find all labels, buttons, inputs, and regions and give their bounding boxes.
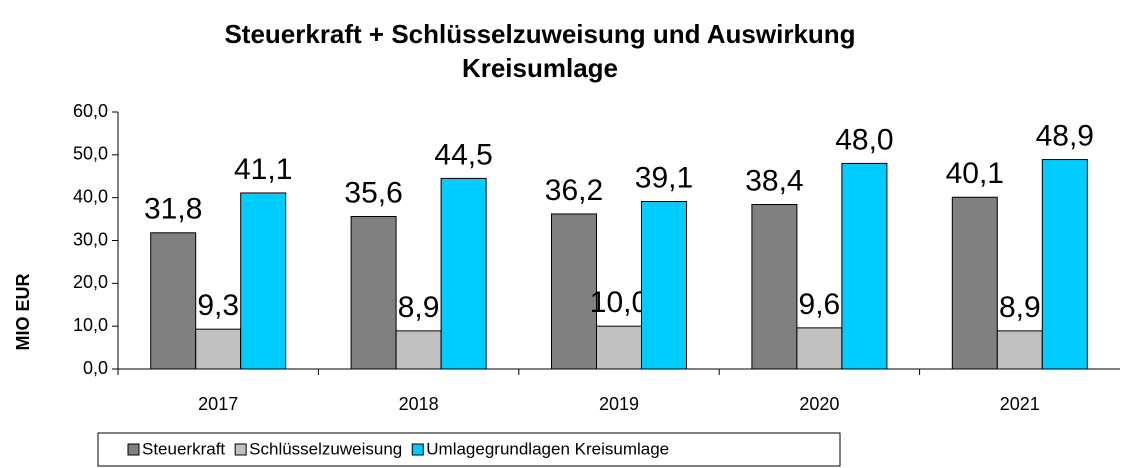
bar (150, 232, 197, 370)
x-tick-label: 2018 (399, 394, 439, 414)
x-tick-label: 2017 (198, 394, 238, 414)
bar (1041, 159, 1088, 370)
data-label: 35,6 (344, 176, 402, 209)
data-label: 38,4 (745, 164, 803, 197)
data-label: 31,8 (144, 193, 202, 226)
bar (841, 162, 888, 370)
bar (440, 177, 487, 370)
bar (395, 330, 442, 370)
legend-box (97, 432, 841, 467)
data-label: 48,9 (1036, 119, 1094, 152)
bar (551, 213, 597, 370)
title-line: Kreisumlage (462, 53, 618, 83)
data-label: 39,1 (635, 161, 693, 194)
y-axis-label: MIO EUR (13, 273, 33, 350)
bar (596, 325, 642, 370)
bar (195, 328, 242, 370)
bar (996, 330, 1043, 370)
data-label: 8,9 (398, 291, 440, 324)
bar (796, 327, 843, 370)
y-tick-label: 40,0 (73, 186, 108, 206)
data-label: 9,3 (197, 289, 239, 322)
y-tick-label: 30,0 (73, 229, 108, 249)
bar (641, 201, 687, 370)
data-label: 10,0 (590, 286, 648, 319)
legend-marker (411, 443, 424, 456)
title-line: Steuerkraft + Schlüsselzuweisung und Aus… (224, 19, 855, 49)
bar (350, 216, 397, 370)
data-label: 40,1 (946, 157, 1004, 190)
y-tick-label: 50,0 (73, 144, 108, 164)
y-tick-label: 0,0 (83, 358, 108, 378)
y-tick-label: 60,0 (73, 101, 108, 121)
x-tick-label: 2021 (1000, 394, 1040, 414)
chart-title: Steuerkraft + Schlüsselzuweisung und Aus… (224, 19, 855, 83)
bar (951, 196, 998, 370)
bar (240, 192, 287, 370)
data-label: 36,2 (545, 174, 603, 207)
legend-marker (127, 443, 140, 456)
data-label: 44,5 (434, 138, 492, 171)
y-tick-label: 20,0 (73, 272, 108, 292)
legend-label: Schlüsselzuweisung (249, 439, 402, 458)
data-label: 41,1 (234, 153, 292, 186)
bar (751, 204, 798, 370)
y-tick-label: 10,0 (73, 315, 108, 335)
x-tick-label: 2020 (799, 394, 839, 414)
legend-label: Steuerkraft (142, 439, 225, 458)
legend-label: Umlagegrundlagen Kreisumlage (426, 439, 669, 458)
data-label: 48,0 (835, 123, 893, 156)
data-label: 8,9 (999, 291, 1041, 324)
data-label: 9,6 (799, 288, 841, 321)
x-tick-label: 2019 (599, 394, 639, 414)
legend-marker (234, 443, 247, 456)
